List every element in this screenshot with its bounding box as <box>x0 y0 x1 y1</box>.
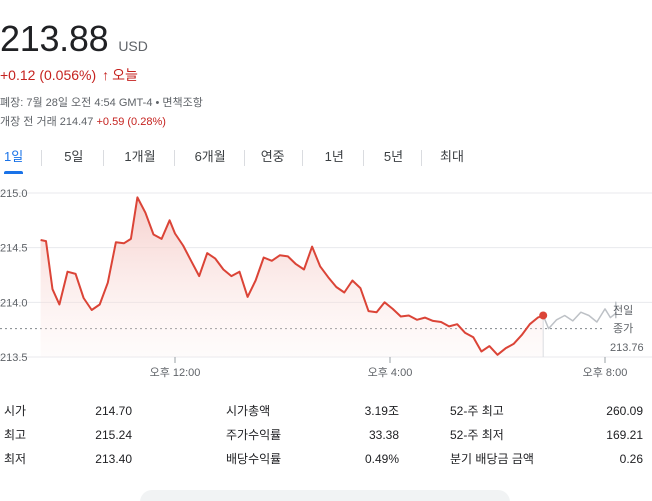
stat-low: 최저 213.40 <box>4 452 132 466</box>
stat-high: 최고 215.24 <box>4 428 132 442</box>
stat-52wk-low: 52-주 최저 169.21 <box>450 428 643 442</box>
price-chart[interactable]: 215.0 214.5 214.0 213.5 오후 12:00 오후 4:00 오후 8… <box>0 180 652 385</box>
y-tick-label: 215.0 <box>0 188 28 200</box>
stat-dividend-yield: 배당수익률 0.49% <box>226 452 399 466</box>
current-price: 213.88 <box>0 18 109 59</box>
price-change: +0.12 (0.056%) <box>0 67 97 83</box>
tab-divider <box>103 150 105 166</box>
stat-quarterly-dividend: 분기 배당금 금액 0.26 <box>450 452 643 466</box>
premarket-label: 개장 전 거래 214.47 <box>0 116 94 128</box>
stat-52wk-high: 52-주 최고 260.09 <box>450 404 643 418</box>
x-tick-label: 오후 8:00 <box>583 366 628 379</box>
close-info: 폐장: 7월 28일 오전 4:54 GMT-4 • 면책조항 <box>0 97 203 109</box>
tab-5d[interactable]: 5일 <box>64 149 84 164</box>
currency-label: USD <box>118 38 148 54</box>
price-area-fill <box>40 197 544 357</box>
tab-1y[interactable]: 1년 <box>324 149 344 164</box>
period-label: 오늘 <box>112 67 138 83</box>
tab-divider <box>301 150 303 166</box>
tab-5y[interactable]: 5년 <box>383 149 404 164</box>
previous-close-label-2: 종가 <box>613 322 633 335</box>
price-change-row: +0.12 (0.056%) ↑ 오늘 <box>0 65 138 85</box>
x-tick-label: 오후 12:00 <box>150 366 201 379</box>
x-tick-label: 오후 4:00 <box>368 366 413 379</box>
y-tick-label: 213.5 <box>0 352 28 364</box>
price-header: 213.88 USD <box>0 18 148 60</box>
tab-max[interactable]: 최대 <box>440 149 464 164</box>
tab-ytd[interactable]: 연중 <box>260 149 285 164</box>
tab-divider <box>243 150 245 166</box>
stat-open: 시가 214.70 <box>4 404 132 418</box>
regular-session-line <box>40 196 544 356</box>
tab-1d[interactable]: 1일 <box>4 146 24 174</box>
arrow-up-icon: ↑ <box>102 67 110 83</box>
tab-6m[interactable]: 6개월 <box>194 149 226 164</box>
previous-close-label-1: 전일 <box>613 303 633 317</box>
tab-divider <box>173 150 175 166</box>
stat-pe-ratio: 주가수익률 33.38 <box>226 428 399 442</box>
tab-divider <box>362 150 364 166</box>
tab-1m[interactable]: 1개월 <box>124 149 156 164</box>
y-tick-label: 214.5 <box>0 243 28 255</box>
previous-close-value: 213.76 <box>610 342 644 354</box>
tab-divider <box>41 150 43 166</box>
premarket-change: +0.59 (0.28%) <box>96 116 166 128</box>
current-price-dot <box>539 311 548 320</box>
premarket-info: 개장 전 거래 214.47 +0.59 (0.28%) <box>0 113 166 129</box>
after-hours-line <box>542 301 617 330</box>
bottom-search-pill[interactable] <box>140 490 510 501</box>
tab-divider <box>421 150 423 166</box>
y-tick-label: 214.0 <box>0 297 28 309</box>
range-tabs: 1일 5일 1개월 6개월 연중 1년 5년 최대 <box>0 146 464 174</box>
stat-market-cap: 시가총액 3.19조 <box>226 404 399 418</box>
